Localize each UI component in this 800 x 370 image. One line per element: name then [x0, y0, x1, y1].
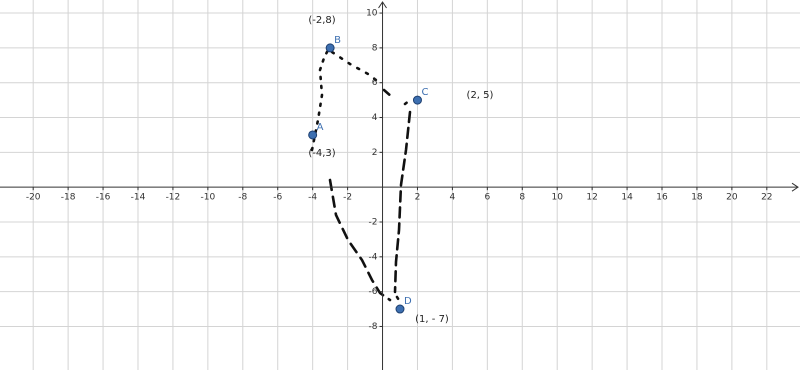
y-tick-label: 2	[372, 148, 378, 158]
x-tick-label: 16	[656, 193, 668, 203]
sketch-stroke	[382, 88, 394, 99]
y-tick-label: 8	[372, 43, 378, 53]
y-tick-label: 6	[372, 78, 378, 88]
sketch-stroke	[395, 295, 402, 304]
point-label: B	[334, 35, 341, 46]
annotation: (1, - 7)	[415, 314, 449, 325]
x-tick-label: 12	[586, 193, 597, 203]
point	[308, 130, 318, 140]
x-tick-label: 8	[519, 193, 525, 203]
x-tick-label: 2	[415, 193, 421, 203]
y-tick-label: -4	[369, 252, 378, 262]
sketch-stroke	[328, 178, 392, 302]
x-tick-label: -6	[273, 193, 282, 203]
y-tick-label: 10	[366, 9, 378, 19]
x-tick-label: 18	[691, 193, 703, 203]
axis-arrow	[378, 1, 387, 9]
annotation: (2, 5)	[467, 90, 494, 101]
x-tick-label: 20	[726, 193, 738, 203]
y-tick-label: -8	[369, 322, 378, 332]
x-tick-label: -8	[238, 193, 247, 203]
x-tick-label: 14	[621, 193, 633, 203]
point	[325, 43, 335, 53]
sketch-stroke	[330, 50, 378, 82]
x-tick-label: 4	[450, 193, 456, 203]
annotation: (-2,8)	[308, 15, 335, 26]
point	[412, 95, 422, 105]
sketch-stroke	[393, 110, 412, 294]
y-tick-label: -2	[369, 218, 378, 228]
point-label: A	[317, 122, 324, 133]
x-tick-label: 22	[761, 193, 772, 203]
x-tick-label: -18	[61, 193, 76, 203]
y-tick-label: 4	[372, 113, 378, 123]
axis-arrow	[791, 182, 799, 192]
x-tick-label: -4	[308, 193, 317, 203]
annotation: (-4,3)	[308, 148, 335, 159]
sketch	[310, 48, 412, 304]
x-tick-label: -12	[166, 193, 181, 203]
point	[395, 304, 405, 314]
x-tick-label: -20	[26, 193, 41, 203]
x-tick-label: -14	[131, 193, 146, 203]
point-label: C	[421, 87, 428, 98]
x-tick-label: -10	[201, 193, 216, 203]
sketch-stroke	[403, 98, 412, 106]
point-label: D	[404, 296, 412, 307]
x-tick-label: 10	[551, 193, 563, 203]
x-tick-label: 6	[484, 193, 490, 203]
x-tick-label: -2	[343, 193, 352, 203]
x-tick-label: -16	[96, 193, 111, 203]
y-tick-label: -6	[369, 287, 378, 297]
